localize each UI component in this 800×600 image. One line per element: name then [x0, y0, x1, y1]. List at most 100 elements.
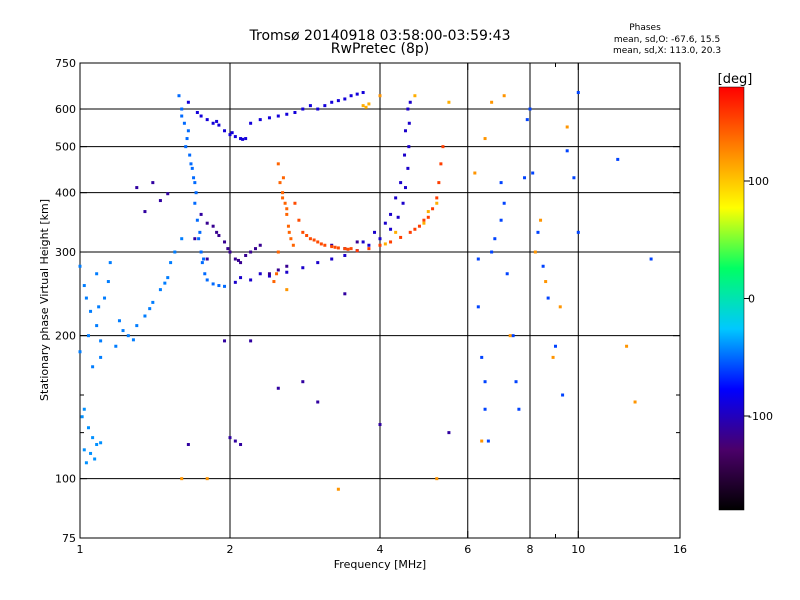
data-point: [301, 107, 305, 111]
data-point: [99, 339, 103, 343]
data-point: [99, 355, 103, 359]
data-point: [239, 261, 243, 265]
data-point: [301, 380, 305, 384]
data-point: [536, 230, 540, 234]
data-point: [505, 272, 509, 276]
data-point: [233, 135, 237, 139]
data-point: [312, 238, 316, 242]
data-point: [483, 380, 487, 384]
data-point: [80, 415, 84, 419]
data-point: [367, 243, 371, 247]
data-point: [406, 166, 410, 170]
data-point: [217, 123, 221, 127]
y-tick-label: 500: [55, 141, 76, 154]
data-point: [143, 314, 147, 318]
data-point: [99, 441, 103, 445]
data-point: [517, 407, 521, 411]
data-point: [197, 237, 201, 241]
data-point: [143, 210, 147, 214]
chart-title: Tromsø 20140918 03:58:00-03:59:43: [249, 28, 511, 44]
data-point: [84, 296, 88, 300]
data-point: [180, 237, 184, 241]
data-point: [355, 92, 359, 96]
data-point: [408, 230, 412, 234]
data-point: [195, 218, 199, 222]
data-point: [241, 137, 245, 141]
data-point: [188, 153, 192, 157]
data-point: [202, 257, 206, 261]
data-point: [205, 118, 209, 122]
y-tick-label: 100: [55, 473, 76, 486]
data-point: [239, 276, 243, 280]
data-point: [426, 210, 430, 214]
data-point: [205, 257, 209, 261]
data-point: [199, 212, 203, 216]
phase-colorbar: [deg] 100 0 -100: [718, 72, 773, 511]
data-point: [205, 477, 209, 481]
data-point: [86, 426, 90, 430]
data-point: [205, 221, 209, 225]
data-point: [287, 230, 291, 234]
data-point: [185, 137, 189, 141]
data-point: [323, 104, 327, 108]
data-point: [258, 272, 262, 276]
data-point: [490, 250, 494, 254]
data-point: [211, 282, 215, 286]
data-point: [378, 423, 382, 427]
data-point: [361, 240, 365, 244]
data-point: [258, 118, 262, 122]
data-point: [316, 240, 320, 244]
data-point: [499, 218, 503, 222]
data-points: [78, 91, 653, 491]
data-point: [336, 487, 340, 491]
data-point: [199, 250, 203, 254]
data-point: [126, 334, 130, 338]
data-point: [169, 261, 173, 265]
data-point: [281, 196, 285, 200]
data-point: [249, 278, 253, 282]
data-point: [285, 288, 289, 292]
data-point: [297, 218, 301, 222]
x-tick-label: 2: [227, 543, 234, 556]
data-point: [193, 181, 197, 185]
data-point: [406, 107, 410, 111]
data-point: [480, 355, 484, 359]
data-point: [239, 443, 243, 447]
data-point: [572, 176, 576, 180]
data-point: [91, 365, 95, 369]
data-point: [333, 245, 337, 249]
y-tick-label: 600: [55, 103, 76, 116]
data-point: [447, 431, 451, 435]
data-point: [89, 451, 93, 455]
data-point: [95, 324, 99, 328]
x-tick-label: 8: [527, 543, 534, 556]
data-point: [193, 201, 197, 205]
data-point: [394, 230, 398, 234]
data-point: [330, 100, 334, 104]
data-point: [441, 145, 445, 149]
data-point: [343, 292, 347, 296]
data-point: [291, 243, 295, 247]
data-point: [473, 171, 477, 175]
data-point: [616, 157, 620, 161]
data-point: [286, 224, 290, 228]
data-point: [561, 393, 565, 397]
data-point: [378, 243, 382, 247]
data-point: [267, 274, 271, 278]
data-point: [89, 309, 93, 313]
data-point: [435, 201, 439, 205]
data-point: [551, 355, 555, 359]
chart-subtitle: RwPretec (8p): [331, 41, 429, 57]
data-point: [531, 171, 535, 175]
data-point: [399, 235, 403, 239]
colorbar-gradient: [718, 86, 745, 511]
data-point: [539, 218, 543, 222]
data-point: [308, 237, 312, 241]
data-point: [95, 272, 99, 276]
data-point: [117, 319, 121, 323]
data-point: [253, 247, 257, 251]
data-point: [343, 253, 347, 257]
data-point: [180, 477, 184, 481]
x-tick-label: 16: [673, 543, 687, 556]
data-point: [426, 215, 430, 219]
